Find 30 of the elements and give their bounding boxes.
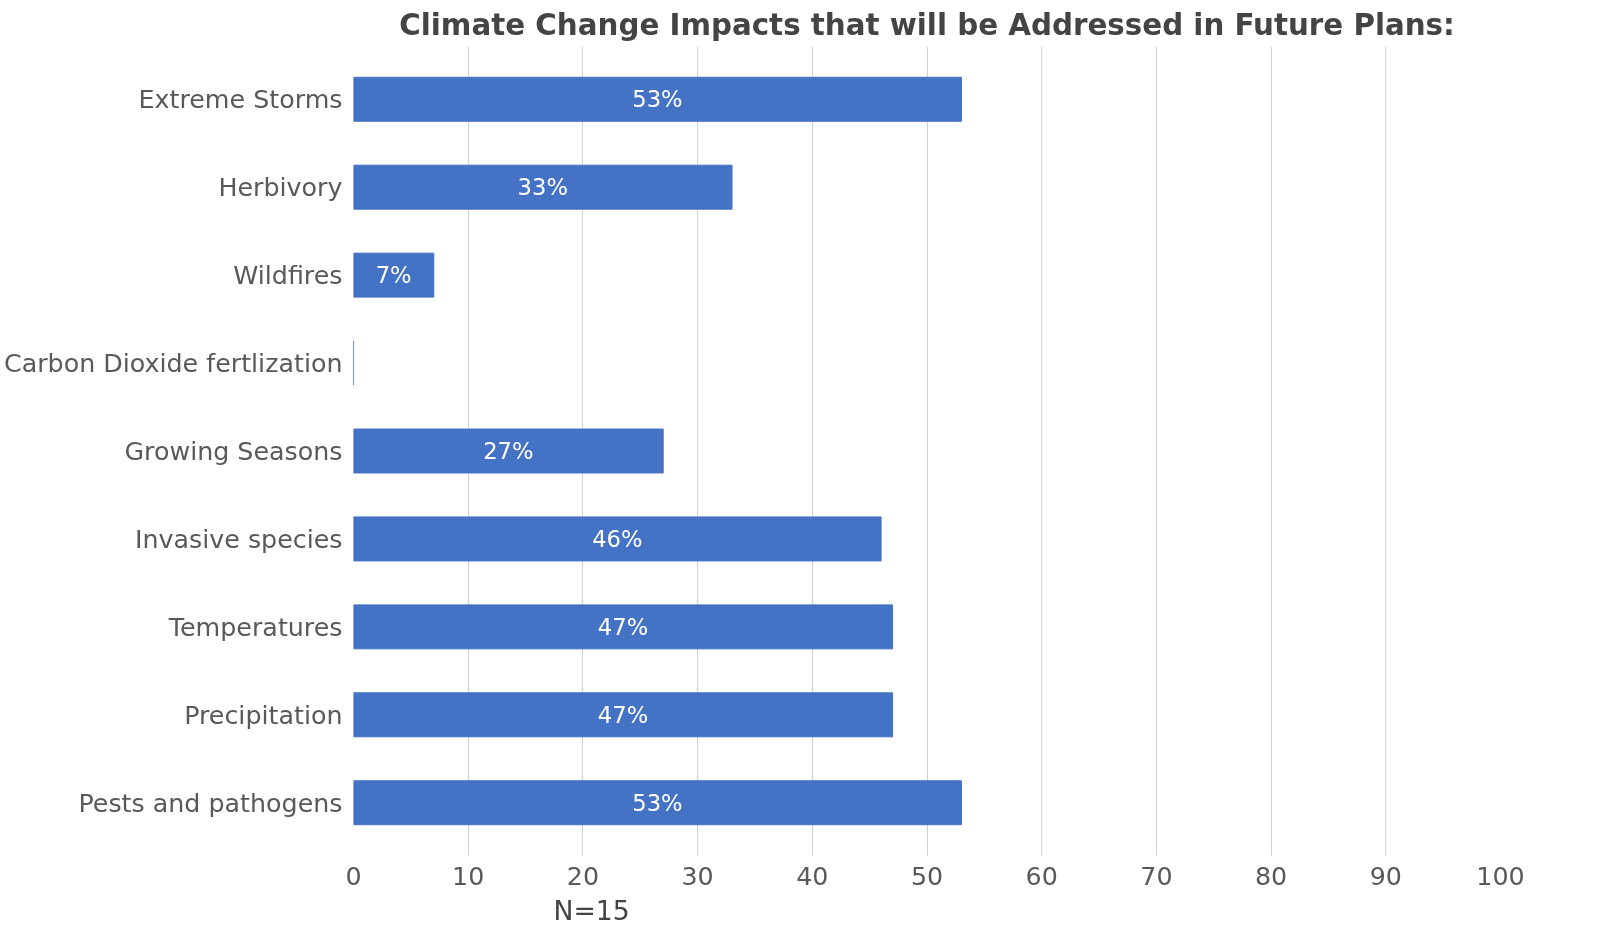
y-tick-label: Herbivory (218, 172, 343, 203)
y-tick-label: Growing Seasons (124, 436, 343, 466)
x-tick-label: 90 (1369, 860, 1402, 891)
data-label: 7% (375, 262, 412, 289)
data-label: 47% (597, 701, 649, 728)
y-tick-label: Temperatures (167, 611, 343, 642)
x-tick-label: 20 (566, 860, 600, 891)
x-tick-label: 50 (910, 860, 944, 891)
x-tick-label: 40 (796, 860, 829, 891)
y-tick-label: Pests and pathogens (78, 787, 343, 818)
data-label: 53% (632, 789, 683, 816)
x-tick-label: 60 (1025, 860, 1058, 891)
x-tick-label: 0 (345, 860, 362, 891)
x-tick-label: 30 (681, 860, 714, 891)
data-label: 46% (592, 525, 643, 552)
y-tick-label: Invasive species (135, 523, 343, 554)
data-label: 53% (632, 86, 683, 113)
chart-title: Climate Change Impacts that will be Addressed in Future Plans: (399, 7, 1455, 42)
x-tick-label: 70 (1140, 860, 1173, 891)
y-tick-label: Precipitation (184, 699, 343, 730)
data-label: 27% (483, 438, 534, 464)
y-tick-label: Extreme Storms (138, 84, 343, 115)
x-tick-label: 80 (1254, 860, 1288, 891)
x-tick-label: 10 (452, 860, 485, 891)
text: N=15 (553, 894, 630, 926)
y-tick-label: Wildfires (233, 260, 343, 291)
y-tick-label: Carbon Dioxide fertlization (3, 348, 343, 379)
data-label: 47% (597, 613, 649, 640)
x-tick-label: 100 (1476, 860, 1525, 891)
data-label: 33% (517, 174, 568, 201)
